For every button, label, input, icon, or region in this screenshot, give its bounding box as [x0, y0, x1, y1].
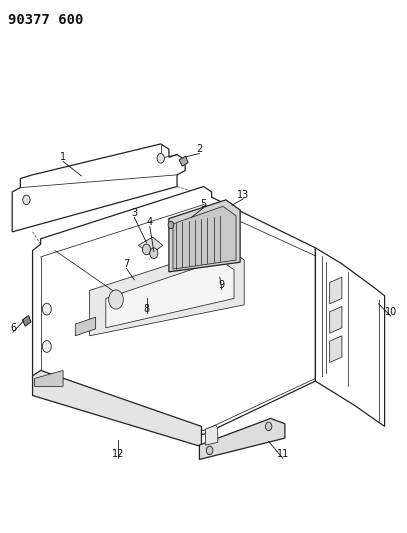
Circle shape [42, 303, 51, 315]
Polygon shape [330, 277, 342, 304]
Circle shape [168, 221, 174, 229]
Text: 9: 9 [219, 280, 225, 290]
Polygon shape [179, 156, 188, 166]
Circle shape [23, 195, 30, 205]
Polygon shape [330, 336, 342, 362]
Text: 2: 2 [196, 144, 203, 154]
Polygon shape [75, 317, 96, 336]
Text: 90377 600: 90377 600 [8, 13, 83, 27]
Circle shape [206, 446, 213, 455]
Polygon shape [12, 144, 185, 232]
Circle shape [142, 244, 151, 255]
Polygon shape [106, 260, 234, 328]
Polygon shape [169, 200, 240, 272]
Text: 7: 7 [123, 259, 129, 269]
Polygon shape [22, 316, 31, 326]
Polygon shape [315, 248, 385, 426]
Text: 5: 5 [200, 199, 207, 208]
Text: 13: 13 [237, 190, 249, 199]
Polygon shape [90, 246, 244, 336]
Text: 3: 3 [131, 208, 138, 218]
Circle shape [42, 341, 51, 352]
Circle shape [265, 422, 272, 431]
Polygon shape [35, 370, 63, 386]
Polygon shape [330, 306, 342, 333]
Polygon shape [138, 237, 163, 255]
Circle shape [157, 154, 164, 163]
Polygon shape [33, 187, 315, 434]
Polygon shape [206, 425, 218, 445]
Polygon shape [33, 370, 201, 447]
Text: 4: 4 [147, 217, 153, 227]
Text: 8: 8 [143, 304, 150, 314]
Circle shape [109, 290, 123, 309]
Text: 6: 6 [10, 323, 16, 333]
Text: 1: 1 [60, 152, 66, 162]
Text: 10: 10 [385, 307, 397, 317]
Polygon shape [199, 418, 285, 459]
Circle shape [150, 248, 158, 259]
Polygon shape [173, 206, 236, 269]
Text: 12: 12 [112, 449, 124, 459]
Text: 11: 11 [277, 449, 289, 459]
